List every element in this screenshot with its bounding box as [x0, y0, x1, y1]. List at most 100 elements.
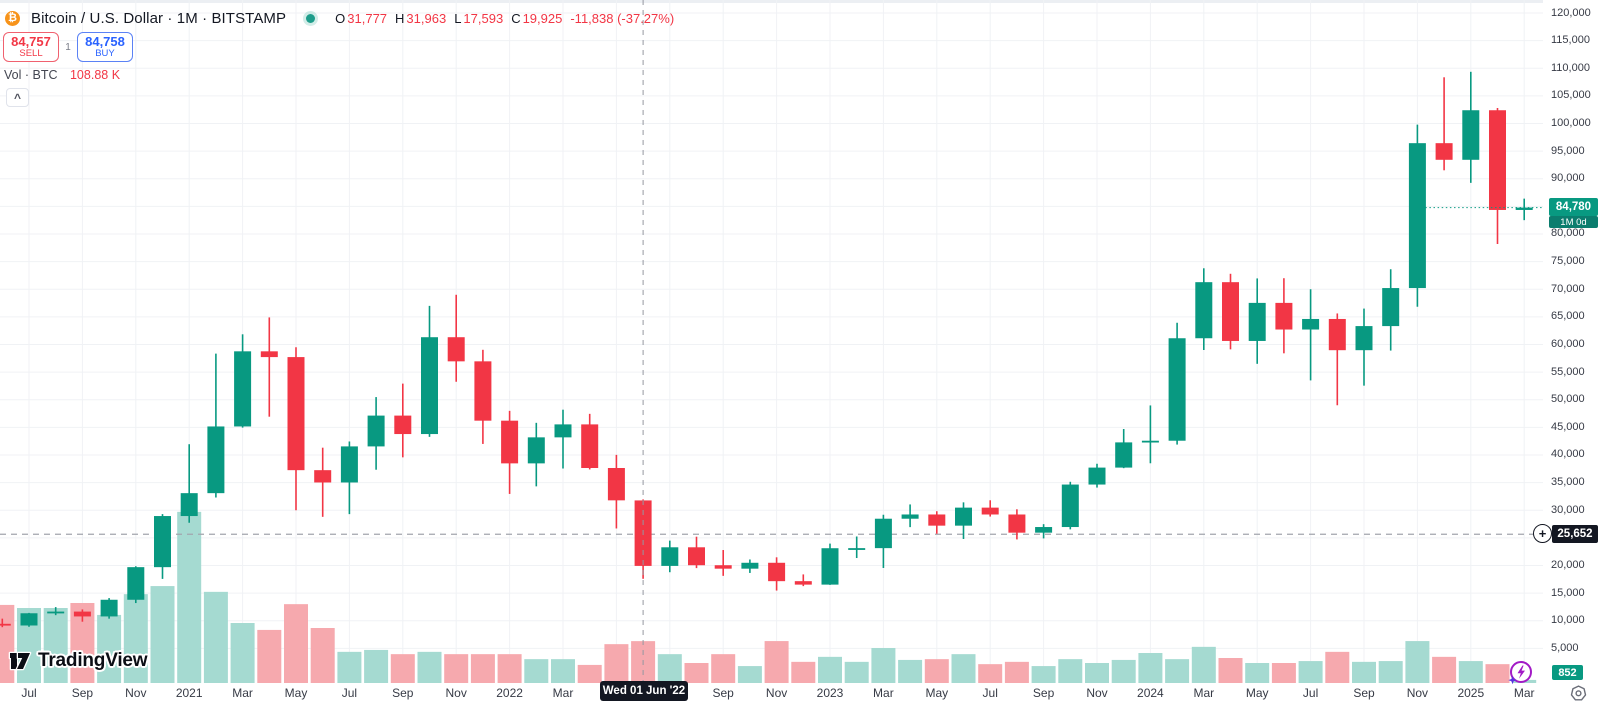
volume-bar [97, 614, 122, 683]
candle-body [554, 424, 572, 438]
price-tick-label: 55,000 [1551, 365, 1585, 378]
volume-bar [1458, 661, 1483, 683]
volume-value: 108.88 K [69, 68, 121, 82]
add-alert-plus-button[interactable]: + [1533, 524, 1552, 543]
candle-body [955, 507, 972, 526]
bar-countdown-badge: 1M 0d [1549, 216, 1598, 228]
candle-body [1435, 143, 1453, 160]
price-tick-label: 50,000 [1551, 393, 1585, 406]
volume-bar [1271, 663, 1296, 683]
candle-body [768, 562, 786, 582]
candle-body [1168, 338, 1186, 441]
time-axis[interactable]: Jul Sep Nov 2021 Mar May Jul Sep Nov 2022 Mar May Ju… [0, 683, 1600, 705]
volume-bar [577, 664, 602, 683]
sell-button[interactable]: 84,757 SELL [3, 32, 59, 62]
candle-body [234, 351, 252, 427]
candle-body [314, 470, 332, 483]
spread-value: 1 [65, 41, 71, 53]
time-tick-label: Nov [765, 686, 788, 700]
volume-bar [1031, 666, 1056, 683]
volume-bar [1165, 659, 1190, 683]
volume-bar [1405, 641, 1430, 683]
price-level-badge: 25,652 [1552, 525, 1598, 543]
volume-bar [1111, 659, 1136, 683]
candle-body [47, 611, 65, 614]
candle-body [0, 623, 11, 626]
price-axis[interactable]: 120,000 115,000 110,000 105,000 100,000 95,00… [1543, 0, 1600, 705]
price-tick-label: 45,000 [1551, 420, 1585, 433]
candle-body [928, 514, 946, 526]
candle-body [1222, 282, 1239, 341]
price-tick-label: 10,000 [1551, 614, 1585, 627]
volume-bar [1325, 651, 1350, 683]
volume-bar [310, 628, 335, 683]
volume-bar [924, 659, 949, 683]
time-tick-label: 2025 [1457, 686, 1485, 700]
price-tick-label: 120,000 [1551, 6, 1591, 19]
candle-body [421, 337, 438, 435]
price-tick-label: 65,000 [1551, 310, 1585, 323]
price-tick-label: 40,000 [1551, 448, 1585, 461]
tradingview-watermark: TradingView [8, 650, 148, 672]
volume-bar [123, 594, 148, 683]
volume-bar [551, 659, 575, 683]
time-tick-label: Nov [125, 686, 147, 700]
time-tick-label: Sep [392, 686, 414, 700]
crosshair-date-tooltip: Wed 01 Jun '22 [600, 681, 688, 701]
price-tick-label: 70,000 [1551, 282, 1585, 295]
candle-body [340, 446, 358, 483]
volume-indicator-row: Vol · BTC 108.88 K [4, 68, 120, 82]
volume-bar [764, 641, 789, 683]
volume-bar [1085, 663, 1109, 683]
candle-body [821, 548, 839, 585]
price-tick-label: 95,000 [1551, 144, 1585, 157]
change-value: -11,838 (-37.27%) [570, 10, 675, 26]
candle-body [260, 351, 278, 358]
buy-button[interactable]: 84,758 BUY [77, 32, 133, 62]
volume-bar [230, 623, 255, 683]
volume-bar [898, 659, 923, 683]
volume-bar [203, 591, 228, 683]
symbol-title[interactable]: Bitcoin / U.S. Dollar · 1M · BITSTAMP [31, 9, 287, 27]
price-tick-label: 20,000 [1551, 558, 1585, 571]
close-label: C [511, 10, 521, 26]
volume-bar [337, 651, 362, 683]
last-price-badge: 84,780 [1549, 198, 1598, 216]
time-tick-label: Nov [1406, 686, 1429, 700]
price-tick-label: 15,000 [1551, 586, 1585, 599]
time-tick-label: 2024 [1137, 686, 1164, 700]
volume-bar [257, 629, 282, 683]
close-value: 19,925 [522, 10, 563, 26]
time-tick-label: Sep [71, 686, 94, 700]
time-tick-label: Mar [1513, 686, 1535, 700]
candle-body [367, 415, 385, 447]
candle-body [1489, 110, 1506, 210]
volume-bar [43, 608, 68, 683]
high-label: H [395, 10, 405, 26]
candle-body [474, 361, 492, 421]
price-tick-label: 75,000 [1551, 255, 1585, 268]
time-tick-label: May [284, 686, 308, 700]
candle-body [1035, 527, 1053, 533]
time-tick-label: Jul [341, 686, 358, 700]
collapse-pane-button[interactable]: ^ [6, 88, 29, 107]
volume-bar [844, 661, 869, 683]
volume-bar [1191, 646, 1216, 683]
candle-body [287, 357, 305, 471]
volume-bar [737, 666, 762, 683]
candle-body [394, 415, 412, 435]
volume-bar [417, 651, 442, 683]
sell-price: 84,757 [11, 34, 51, 50]
market-status-icon[interactable] [306, 13, 316, 23]
buy-price: 84,758 [85, 34, 125, 50]
candle-body [688, 547, 705, 566]
settings-gear-icon[interactable] [1568, 684, 1589, 703]
candle-body [1275, 302, 1293, 330]
candle-body [501, 420, 519, 464]
time-tick-label: 2023 [816, 686, 844, 700]
boost-lightning-button[interactable] [1506, 659, 1534, 687]
candle-body [1408, 143, 1426, 289]
candle-body [127, 567, 145, 600]
